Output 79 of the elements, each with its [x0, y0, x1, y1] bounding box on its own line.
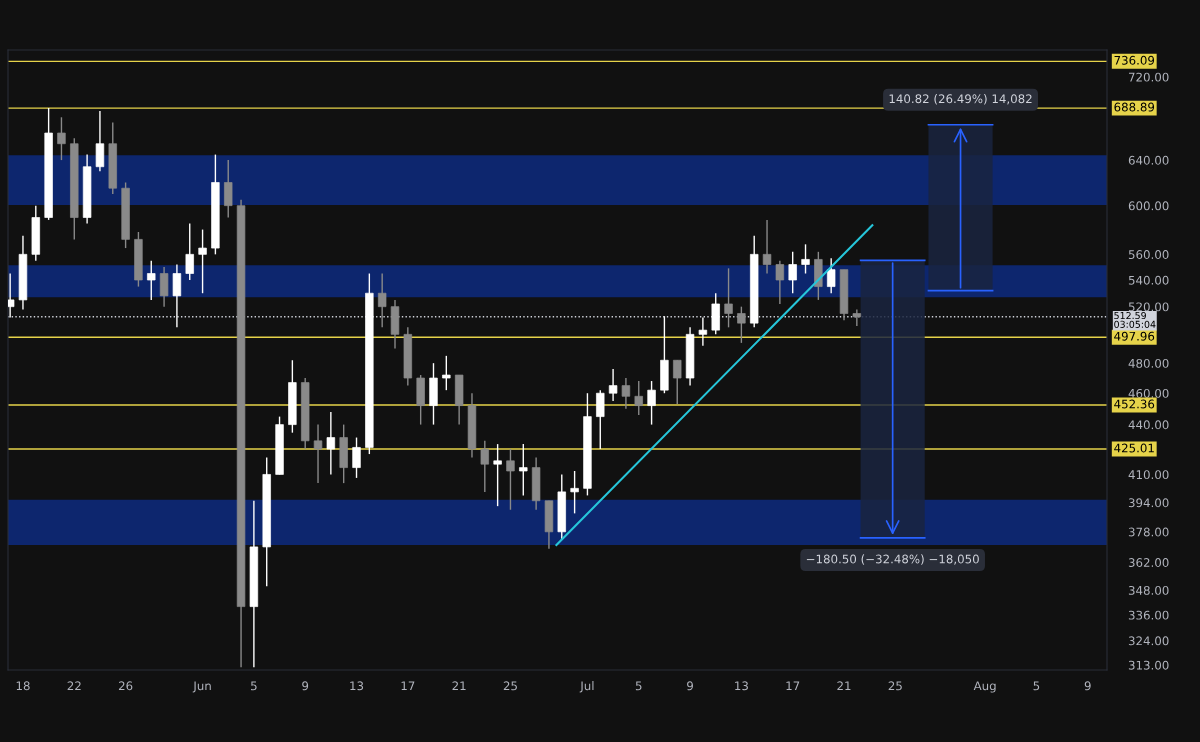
candlestick [198, 228, 207, 294]
y-tick-label: 540.00 [1128, 275, 1169, 285]
x-tick-label: 13 [735, 681, 748, 691]
x-tick-label: 21 [837, 681, 851, 691]
candlestick [647, 380, 656, 426]
candlestick [57, 116, 66, 161]
x-tick-label: 9 [1084, 681, 1091, 691]
data-label: −180.50 (−32.48%) −18,050 [806, 554, 979, 565]
y-tick-label: 394.00 [1128, 498, 1169, 508]
ref-line-label: 512.59 03:05:04 [1114, 311, 1156, 328]
candlestick [762, 219, 772, 275]
candlestick [172, 263, 182, 329]
candlestick [442, 355, 451, 391]
x-tick-label: 9 [687, 681, 693, 691]
y-tick-label: 600.00 [1128, 201, 1169, 211]
ref-line-label: 452.36 [1114, 399, 1155, 409]
candlestick [596, 389, 605, 450]
y-tick-label: 362.00 [1128, 558, 1169, 567]
x-tick-label: 5 [635, 681, 642, 691]
x-tick-label: 26 [118, 681, 133, 691]
x-tick-label: 5 [251, 681, 257, 691]
candlestick [377, 272, 387, 329]
y-tick-label: 520.00 [1128, 302, 1169, 312]
x-tick-label: 22 [67, 681, 81, 691]
ref-line-label: 688.89 [1114, 102, 1155, 112]
y-tick-label: 336.00 [1128, 610, 1169, 620]
candlestick [698, 316, 708, 347]
candlestick [185, 222, 194, 281]
candlestick [737, 305, 746, 344]
ref-line-label: 736.09 [1114, 55, 1155, 65]
y-tick-label: 560.00 [1128, 250, 1169, 259]
y-tick-label: 440.00 [1128, 420, 1169, 430]
x-tick-label: 17 [401, 681, 415, 691]
x-tick-label: 25 [888, 681, 902, 691]
candlestick [634, 380, 643, 416]
x-tick-label: 13 [350, 681, 364, 691]
y-tick-label: 480.00 [1128, 358, 1169, 368]
candlestick [506, 448, 515, 511]
y-tick-label: 378.00 [1128, 527, 1169, 537]
y-tick-label: 410.00 [1128, 470, 1169, 480]
candlestick [519, 443, 528, 497]
y-tick-label: 460.00 [1128, 388, 1169, 398]
candlestick [95, 110, 105, 172]
candlestick [313, 423, 323, 484]
ref-line-label: 497.96 [1114, 331, 1155, 341]
x-tick-label: 17 [786, 681, 800, 691]
candlestick [224, 159, 233, 219]
y-tick-label: 348.00 [1128, 585, 1169, 595]
candlestick [724, 267, 733, 329]
candlestick [480, 440, 489, 493]
candlestick [8, 272, 15, 319]
x-tick-label: 5 [1033, 681, 1040, 691]
candlestick [159, 266, 169, 308]
y-tick-label: 313.00 [1128, 660, 1169, 670]
y-tick-label: 640.00 [1128, 155, 1169, 165]
x-tick-label: Aug [973, 681, 996, 693]
y-tick-label: 324.00 [1128, 636, 1169, 646]
candlestick [673, 359, 682, 405]
data-label: 140.82 (26.49%) 14,082 [889, 94, 1032, 105]
candlestick [352, 436, 361, 479]
candlestick [826, 257, 836, 294]
candlestick [493, 443, 502, 507]
x-tick-label: 21 [452, 681, 466, 691]
candlestick [570, 470, 579, 515]
x-tick-label: Jun [192, 681, 211, 693]
candlestick [608, 368, 618, 402]
x-tick-label: 18 [16, 681, 30, 691]
candlestick [852, 308, 862, 327]
x-tick-label: 25 [503, 681, 517, 691]
candlestick [775, 259, 785, 305]
candlestick [326, 411, 336, 476]
x-tick-label: Jul [579, 681, 594, 693]
candlestick [147, 259, 156, 301]
x-tick-label: 9 [302, 681, 309, 691]
candlestick [621, 377, 631, 410]
ref-line-label: 425.01 [1114, 443, 1154, 453]
y-tick-label: 720.00 [1128, 72, 1169, 82]
candlestick [801, 243, 810, 275]
candlestick [788, 251, 797, 294]
